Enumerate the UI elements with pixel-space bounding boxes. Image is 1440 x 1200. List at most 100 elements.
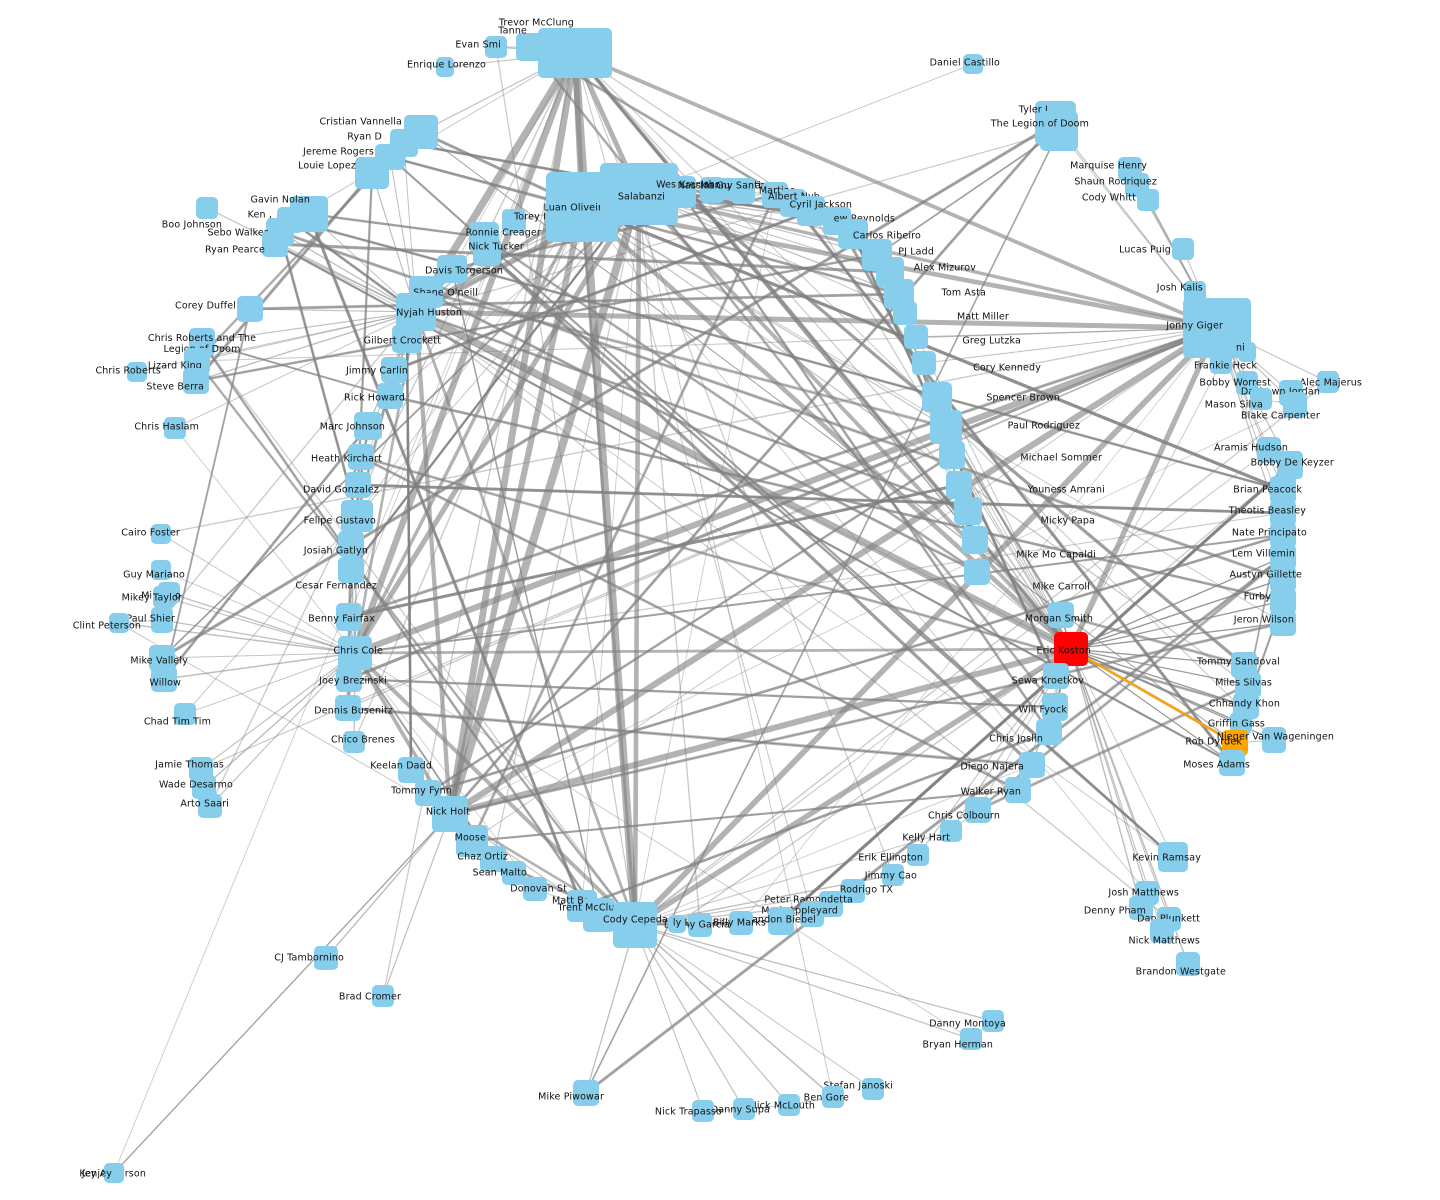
graph-node[interactable] bbox=[1129, 896, 1153, 920]
graph-node[interactable] bbox=[1184, 281, 1206, 303]
graph-node[interactable] bbox=[398, 757, 424, 783]
graph-node[interactable] bbox=[893, 301, 917, 325]
graph-node[interactable] bbox=[800, 901, 824, 927]
graph-node[interactable] bbox=[151, 560, 171, 580]
graph-node[interactable] bbox=[354, 412, 382, 440]
graph-node[interactable] bbox=[1040, 111, 1078, 151]
graph-node[interactable] bbox=[314, 946, 338, 970]
graph-node[interactable] bbox=[153, 586, 175, 608]
graph-node[interactable] bbox=[1283, 392, 1307, 418]
graph-node[interactable] bbox=[964, 559, 990, 585]
graph-node[interactable] bbox=[1005, 777, 1031, 803]
graph-node[interactable] bbox=[1150, 919, 1174, 943]
graph-node[interactable] bbox=[151, 607, 173, 633]
graph-node[interactable] bbox=[109, 613, 129, 633]
graph-node[interactable] bbox=[904, 325, 928, 349]
graph-node[interactable] bbox=[372, 985, 394, 1007]
graph-node[interactable] bbox=[1270, 588, 1296, 614]
graph-node[interactable] bbox=[392, 325, 422, 353]
graph-node[interactable] bbox=[939, 441, 965, 469]
graph-node[interactable] bbox=[1250, 388, 1272, 410]
graph-node[interactable] bbox=[1048, 602, 1074, 628]
graph-node[interactable] bbox=[523, 877, 547, 901]
graph-node[interactable] bbox=[1230, 712, 1252, 734]
graph-node[interactable] bbox=[338, 557, 364, 583]
graph-node[interactable] bbox=[345, 472, 371, 498]
graph-node[interactable] bbox=[982, 1010, 1004, 1032]
graph-node[interactable] bbox=[946, 471, 972, 499]
graph-node[interactable] bbox=[583, 898, 615, 932]
graph-node[interactable] bbox=[778, 1094, 800, 1116]
graph-node[interactable] bbox=[196, 197, 218, 219]
graph-node[interactable] bbox=[907, 844, 929, 866]
graph-node[interactable] bbox=[335, 695, 361, 721]
graph-node[interactable] bbox=[1158, 842, 1188, 872]
graph-node[interactable] bbox=[666, 176, 696, 208]
graph-node[interactable] bbox=[573, 1080, 599, 1106]
graph-node[interactable] bbox=[343, 731, 365, 753]
graph-node[interactable] bbox=[174, 703, 196, 725]
graph-node[interactable] bbox=[381, 357, 407, 383]
graph-node[interactable] bbox=[608, 170, 670, 222]
graph-node[interactable] bbox=[692, 1100, 714, 1122]
graph-node[interactable] bbox=[960, 1028, 982, 1050]
graph-node[interactable] bbox=[729, 911, 753, 935]
graph-node[interactable] bbox=[198, 794, 222, 818]
graph-node[interactable] bbox=[1054, 632, 1088, 666]
graph-node[interactable] bbox=[1317, 371, 1339, 393]
graph-node[interactable] bbox=[733, 1098, 755, 1120]
graph-node[interactable] bbox=[965, 797, 991, 823]
graph-node[interactable] bbox=[613, 902, 657, 948]
graph-node[interactable] bbox=[262, 231, 288, 257]
graph-node[interactable] bbox=[1270, 610, 1296, 636]
graph-node[interactable] bbox=[768, 907, 794, 935]
graph-node[interactable] bbox=[1019, 752, 1045, 778]
graph-node[interactable] bbox=[963, 54, 983, 74]
graph-node[interactable] bbox=[862, 1078, 884, 1100]
graph-node[interactable] bbox=[688, 913, 712, 937]
graph-node[interactable] bbox=[797, 196, 825, 226]
graph-node[interactable] bbox=[183, 368, 209, 394]
graph-node[interactable] bbox=[882, 864, 904, 886]
graph-node[interactable] bbox=[962, 526, 988, 554]
graph-node[interactable] bbox=[1172, 238, 1194, 260]
graph-node[interactable] bbox=[954, 497, 982, 525]
graph-node[interactable] bbox=[485, 36, 507, 58]
graph-node[interactable] bbox=[841, 879, 865, 903]
graph-node[interactable] bbox=[922, 382, 952, 412]
graph-node[interactable] bbox=[341, 500, 373, 532]
graph-node[interactable] bbox=[1270, 500, 1296, 526]
graph-node[interactable] bbox=[1270, 566, 1296, 592]
graph-node[interactable] bbox=[338, 636, 372, 670]
graph-node[interactable] bbox=[237, 296, 263, 322]
graph-node[interactable] bbox=[912, 351, 936, 375]
graph-node[interactable] bbox=[473, 238, 501, 266]
graph-node[interactable] bbox=[377, 383, 403, 409]
graph-node[interactable] bbox=[502, 209, 526, 233]
graph-node[interactable] bbox=[355, 157, 389, 189]
graph-node[interactable] bbox=[151, 666, 177, 692]
graph-node[interactable] bbox=[731, 178, 755, 204]
graph-node[interactable] bbox=[1270, 476, 1296, 504]
graph-node[interactable] bbox=[338, 531, 364, 557]
graph-node[interactable] bbox=[668, 915, 686, 933]
graph-node[interactable] bbox=[516, 33, 544, 61]
graph-node[interactable] bbox=[1270, 522, 1296, 548]
graph-node[interactable] bbox=[502, 861, 526, 885]
graph-node[interactable] bbox=[1219, 750, 1245, 776]
graph-node[interactable] bbox=[480, 846, 506, 872]
graph-node[interactable] bbox=[1176, 952, 1200, 976]
graph-node[interactable] bbox=[436, 57, 454, 77]
graph-node[interactable] bbox=[1277, 451, 1303, 479]
graph-node[interactable] bbox=[336, 666, 362, 692]
graph-node[interactable] bbox=[1043, 663, 1069, 689]
graph-node[interactable] bbox=[336, 603, 362, 631]
graph-node[interactable] bbox=[1270, 544, 1296, 570]
graph-node[interactable] bbox=[396, 293, 436, 331]
graph-node[interactable] bbox=[348, 444, 374, 470]
graph-node[interactable] bbox=[1238, 342, 1256, 362]
graph-node[interactable] bbox=[164, 417, 186, 439]
graph-node[interactable] bbox=[1137, 189, 1159, 211]
